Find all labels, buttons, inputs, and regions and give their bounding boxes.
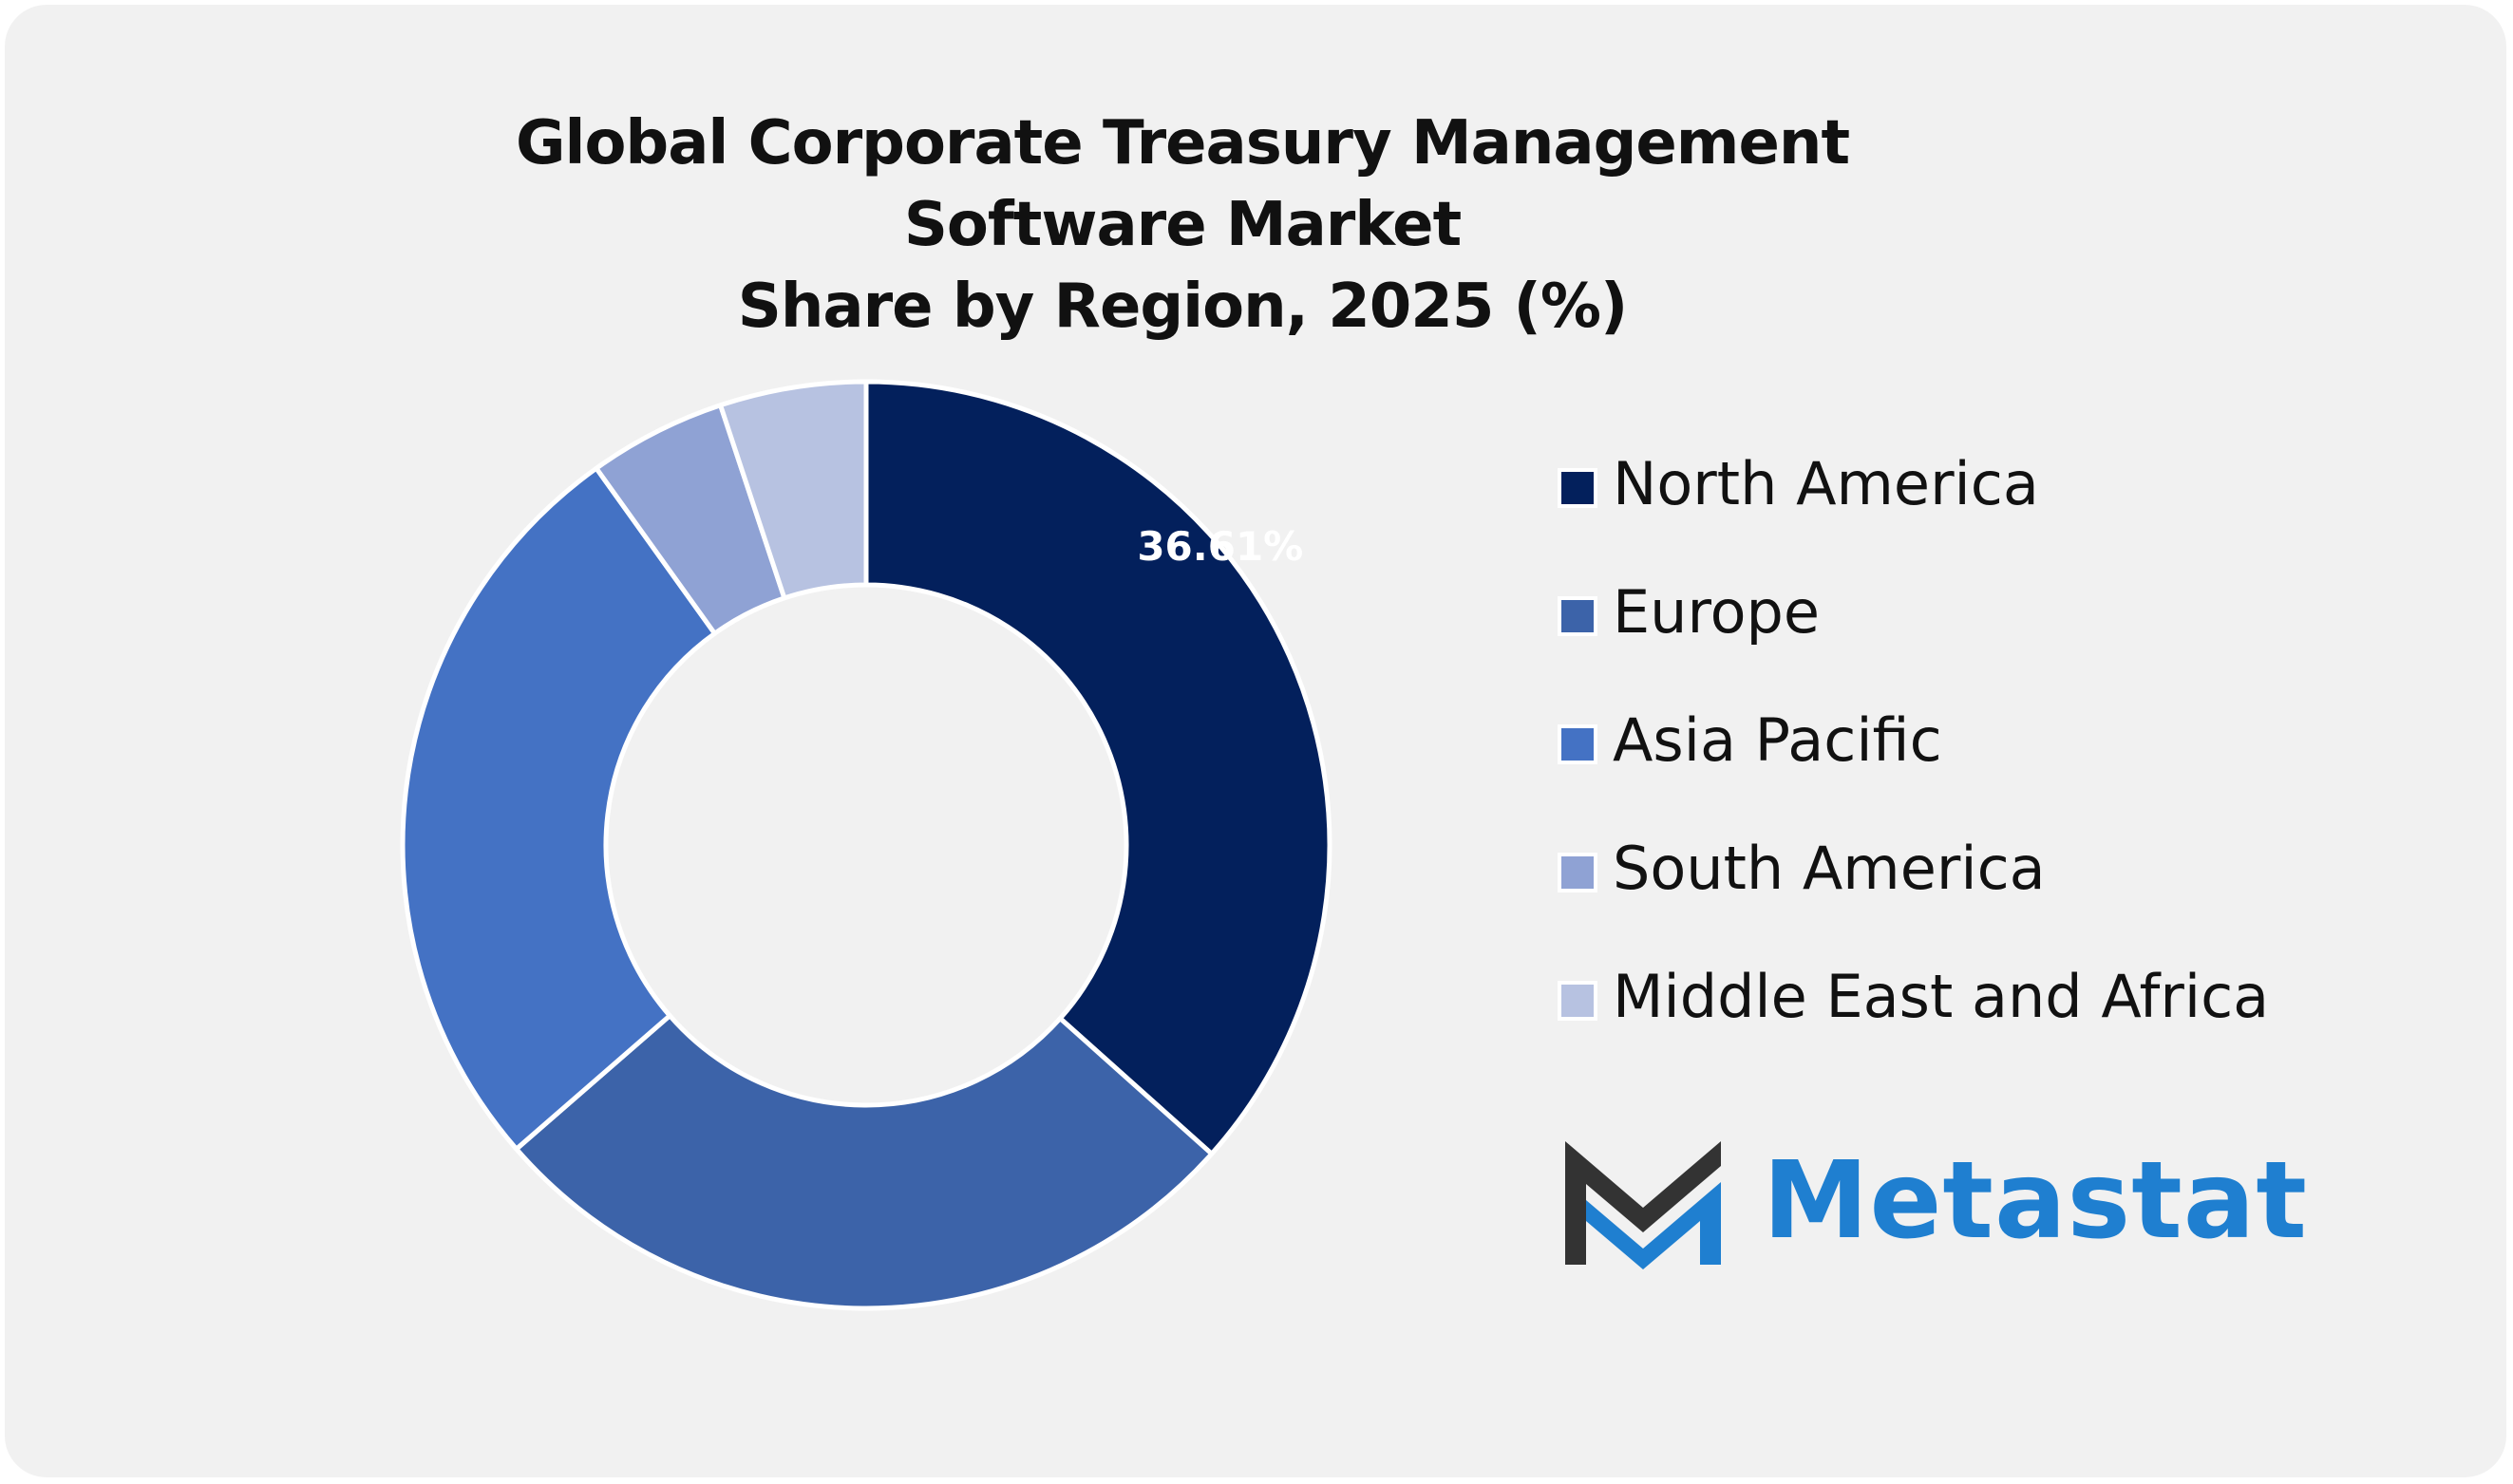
legend-swatch-europe — [1558, 596, 1597, 636]
legend-label-south-america: South America — [1613, 834, 2046, 903]
legend-swatch-middle-east-and-africa — [1558, 981, 1597, 1021]
legend-swatch-south-america — [1558, 853, 1597, 892]
donut-slice-asia-pacific — [400, 465, 717, 1152]
donut-slice-europe — [514, 1013, 1215, 1311]
legend-label-middle-east-and-africa: Middle East and Africa — [1613, 962, 2270, 1031]
metastat-logo: Metastat — [1558, 1130, 2307, 1272]
legend-swatch-north-america — [1558, 468, 1597, 508]
chart-title: Global Corporate Treasury Management Sof… — [361, 103, 2004, 348]
legend-label-europe: Europe — [1613, 577, 1821, 647]
metastat-logo-text: Metastat — [1763, 1139, 2308, 1263]
metastat-logo-icon — [1565, 1141, 1721, 1269]
chart-title-line-1: Global Corporate Treasury Management Sof… — [515, 108, 1850, 260]
donut-slice-middle-east-and-africa — [718, 379, 869, 601]
legend-label-north-america: North America — [1613, 449, 2039, 518]
legend-swatch-asia-pacific — [1558, 724, 1597, 764]
chart-title-line-2: Share by Region, 2025 (%) — [737, 272, 1629, 342]
donut-slice-north-america — [863, 379, 1332, 1156]
data-label-north-america: 36.61% — [1137, 523, 1303, 570]
legend-label-asia-pacific: Asia Pacific — [1613, 705, 1942, 775]
